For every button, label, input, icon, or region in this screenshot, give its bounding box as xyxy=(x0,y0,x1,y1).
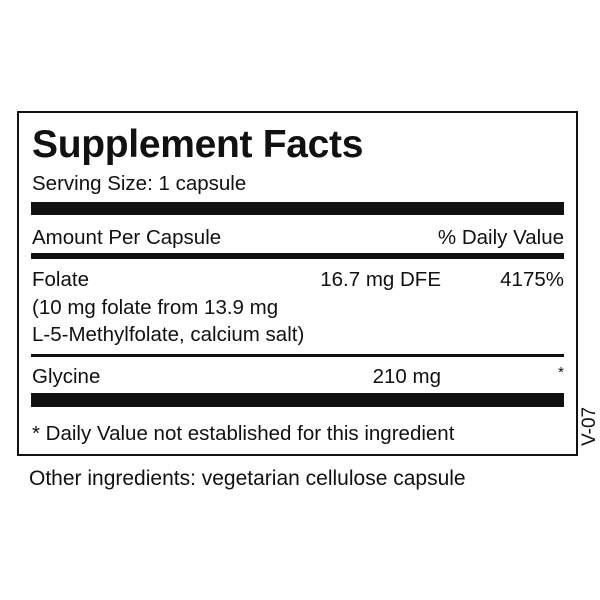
folate-detail: L-5-Methylfolate, calcium salt) xyxy=(32,323,305,346)
other-ingredients: Other ingredients: vegetarian cellulose … xyxy=(29,467,466,490)
folate-name: Folate xyxy=(32,268,89,291)
version-code: V-07 xyxy=(579,406,600,446)
folate-detail: (10 mg folate from 13.9 mg xyxy=(32,296,279,319)
glycine-dv: * xyxy=(558,364,564,381)
thick-divider xyxy=(31,202,564,215)
medium-divider xyxy=(31,253,564,259)
thick-divider xyxy=(31,393,564,407)
footnote: * Daily Value not established for this i… xyxy=(32,422,455,445)
glycine-amount: 210 mg xyxy=(372,365,441,388)
glycine-name: Glycine xyxy=(32,365,101,388)
amount-header: Amount Per Capsule xyxy=(32,226,222,249)
serving-size: Serving Size: 1 capsule xyxy=(32,172,247,195)
dv-header: % Daily Value xyxy=(437,226,564,249)
panel-title: Supplement Facts xyxy=(32,123,364,166)
supplement-facts-panel: Supplement Facts Serving Size: 1 capsule… xyxy=(17,111,578,456)
folate-dv: 4175% xyxy=(500,268,564,291)
thin-divider xyxy=(31,354,564,357)
folate-amount: 16.7 mg DFE xyxy=(320,268,441,291)
